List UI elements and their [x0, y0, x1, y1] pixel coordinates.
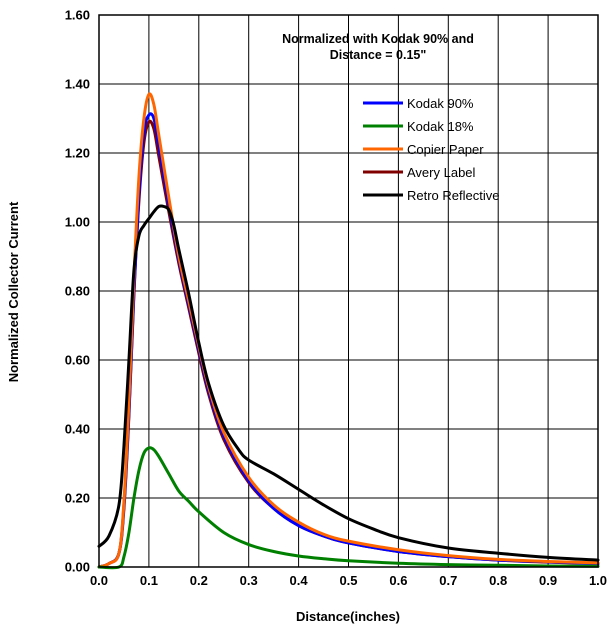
y-tick-label: 0.20 [65, 491, 90, 506]
y-tick-label: 1.60 [65, 8, 90, 23]
legend-label-copier-paper: Copier Paper [407, 142, 484, 157]
x-tick-label: 0.2 [190, 573, 208, 588]
annotation-line-1: Normalized with Kodak 90% and [282, 32, 474, 46]
y-tick-label: 0.00 [65, 560, 90, 575]
legend-label-retro-reflective: Retro Reflective [407, 188, 499, 203]
x-axis-title: Distance(inches) [296, 609, 400, 624]
series-layer [97, 92, 600, 570]
legend-label-avery-label: Avery Label [407, 165, 476, 180]
y-tick-label: 0.40 [65, 422, 90, 437]
y-tick-label: 1.40 [65, 77, 90, 92]
x-tick-label: 0.5 [339, 573, 357, 588]
plot-border [98, 14, 599, 568]
y-tick-label: 0.80 [65, 284, 90, 299]
legend-label-kodak-18: Kodak 18% [407, 119, 474, 134]
annotation-line-2: Distance = 0.15" [330, 48, 427, 62]
x-tick-label: 0.4 [290, 573, 309, 588]
legend: Kodak 90% Kodak 18% Copier Paper Avery Labe… [363, 96, 499, 203]
x-tick-label: 0.6 [389, 573, 407, 588]
x-tick-label: 0.3 [240, 573, 258, 588]
series-line-kodak-18 [97, 446, 600, 570]
y-tick-label: 1.20 [65, 146, 90, 161]
y-axis-title: Normalized Collector Current [6, 201, 21, 382]
legend-label-kodak-90: Kodak 90% [407, 96, 474, 111]
x-tick-label: 0.8 [489, 573, 507, 588]
series-line-copier-paper [97, 92, 600, 569]
y-tick-label: 0.60 [65, 353, 90, 368]
x-tick-label: 0.0 [90, 573, 108, 588]
y-tick-label: 1.00 [65, 215, 90, 230]
x-tick-label: 0.7 [439, 573, 457, 588]
x-tick-label: 0.9 [539, 573, 557, 588]
x-tick-label: 0.1 [140, 573, 158, 588]
series-line-retro-reflective [97, 204, 600, 562]
x-tick-label: 1.0 [589, 573, 607, 588]
tick-labels: 0.0 0.1 0.2 0.3 0.4 0.5 0.6 0.7 0.8 0.9 1.0 0.00 0.2… [65, 8, 607, 589]
